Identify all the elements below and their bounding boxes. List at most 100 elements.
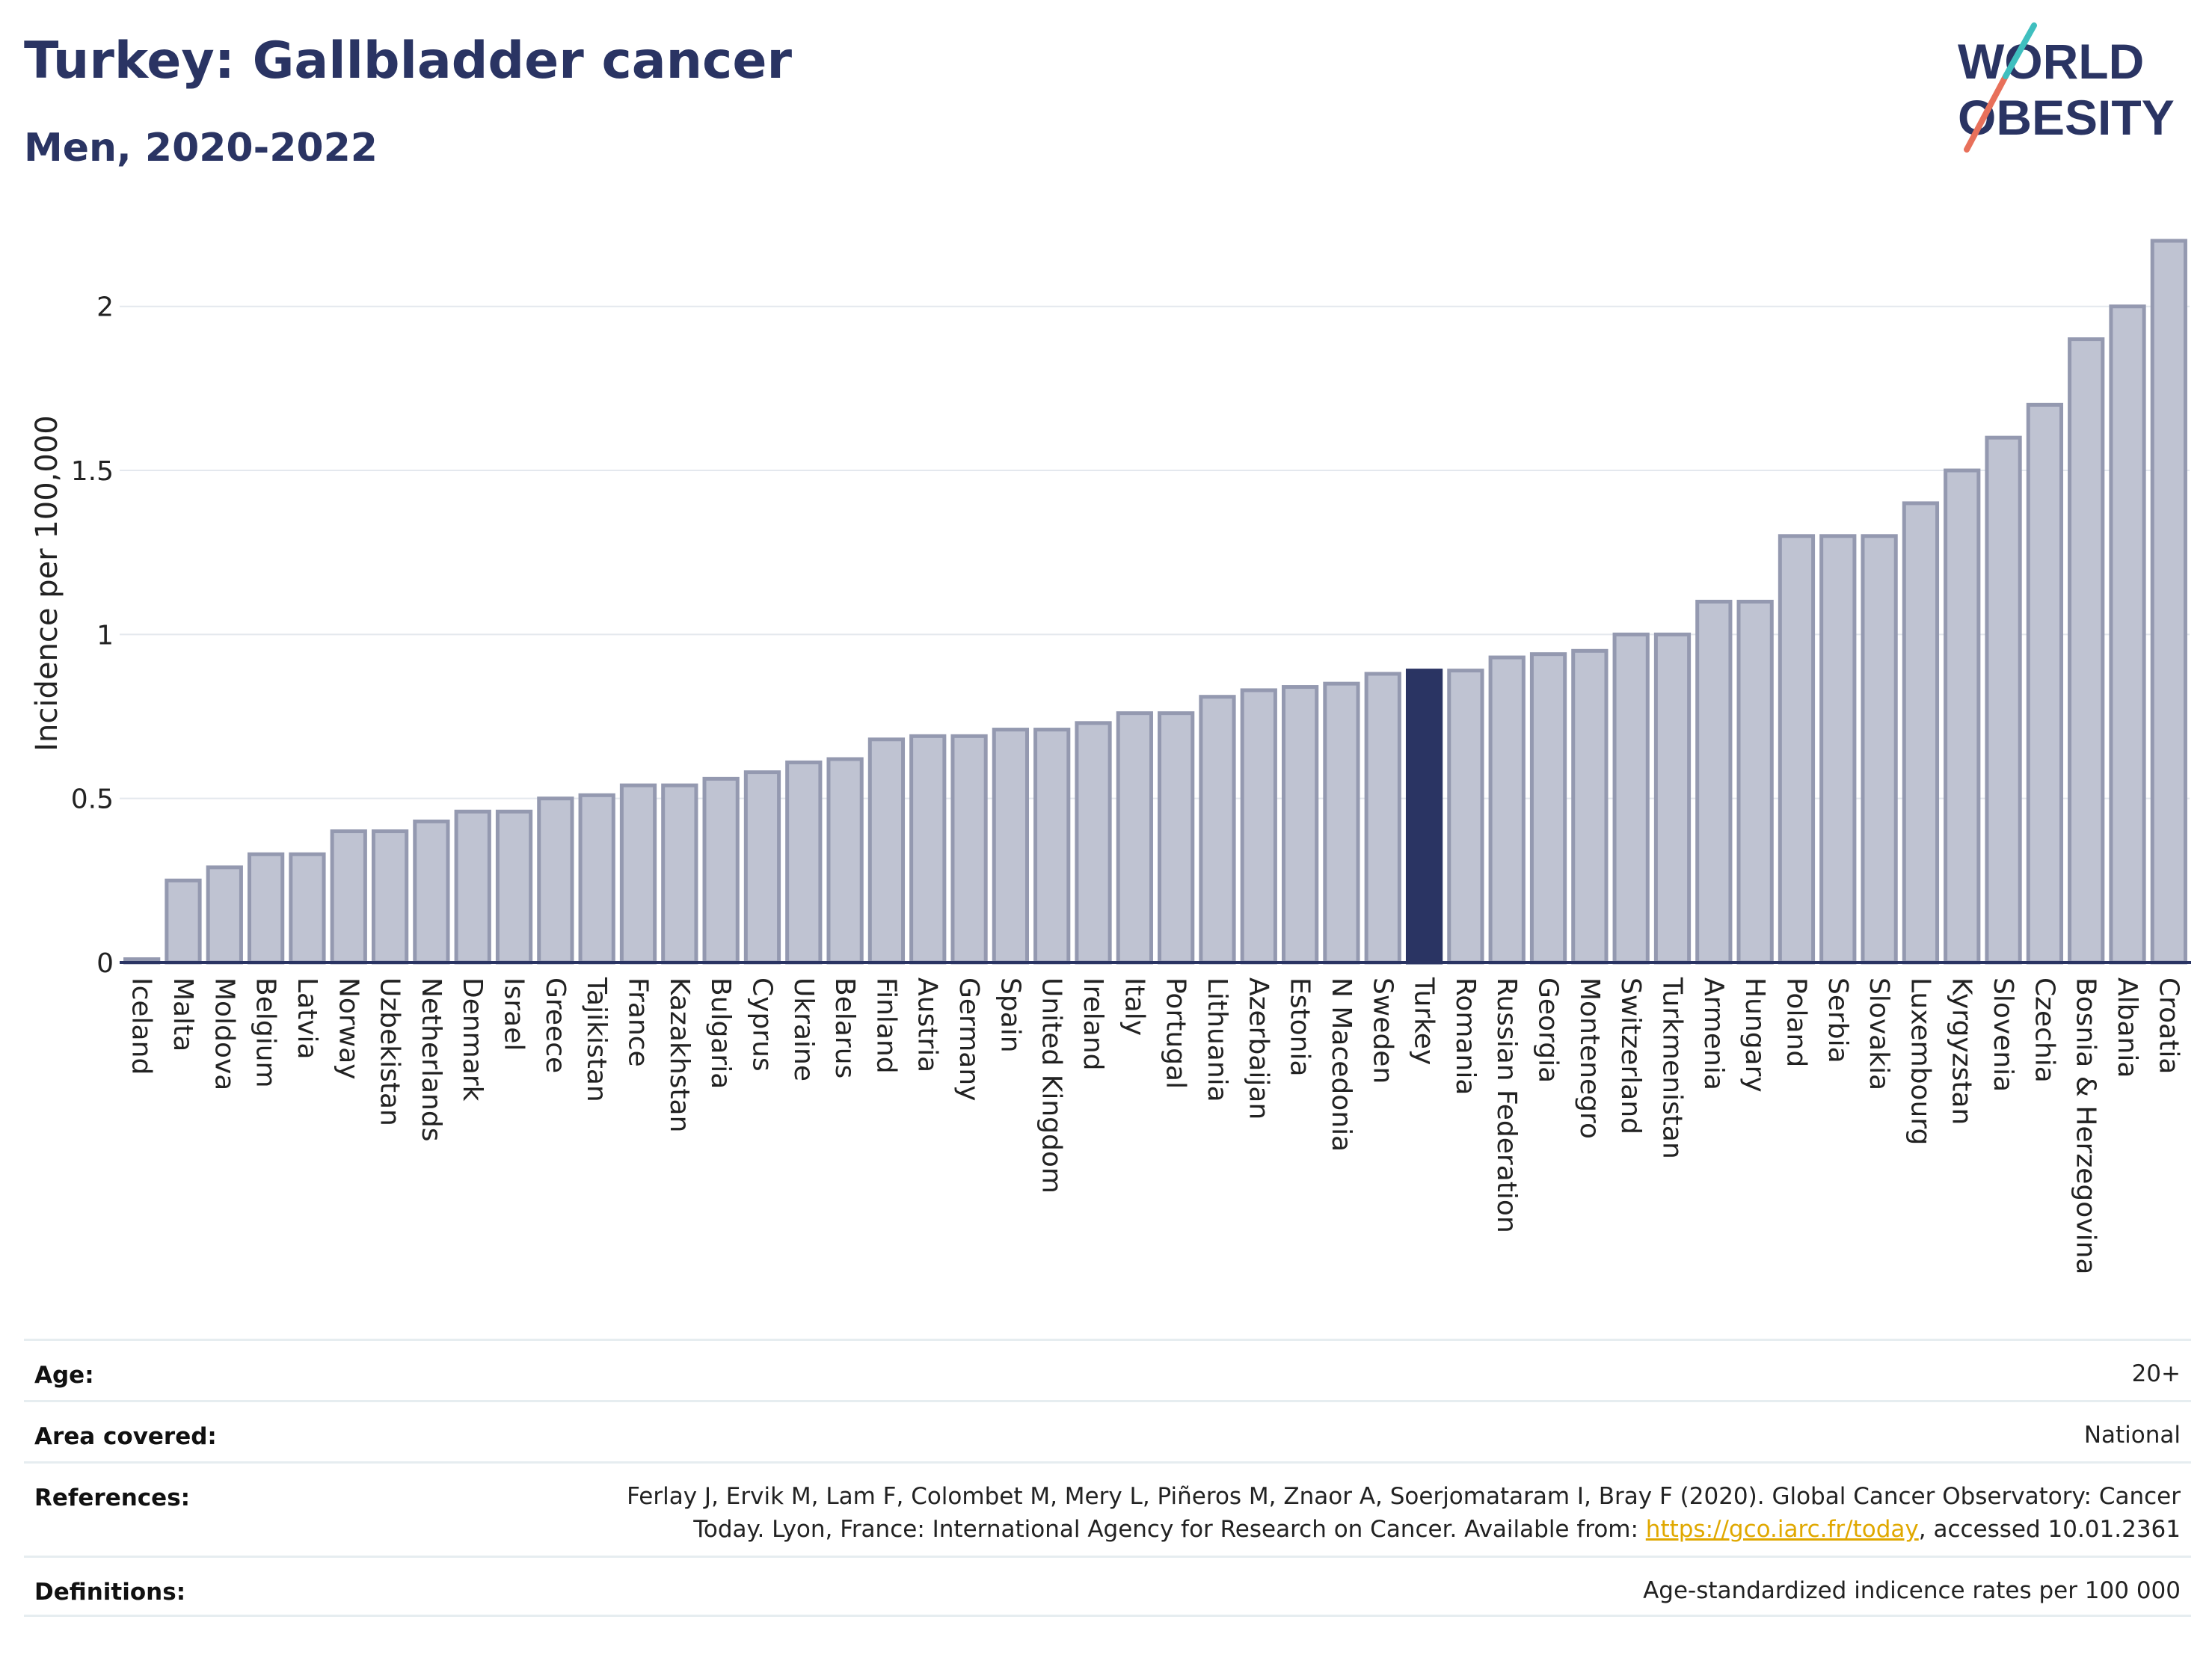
bar-norway (330, 829, 367, 965)
bar-ireland (1075, 721, 1112, 965)
x-tick-label: Israel (499, 977, 529, 1051)
bar-estonia (1281, 685, 1319, 965)
chart-subtitle: Men, 2020-2022 (24, 126, 378, 171)
x-tick-label: Belgium (251, 977, 281, 1088)
x-tick-label: Uzbekistan (375, 977, 405, 1126)
x-tick-label: Sweden (1367, 977, 1398, 1084)
bar-luxembourg (1902, 501, 1940, 965)
x-tick-label: Albania (2112, 977, 2142, 1078)
bar-malta (165, 878, 202, 965)
definitions-label: Definitions: (34, 1579, 186, 1606)
bar-slovakia (1861, 534, 1898, 965)
x-tick-label: Greece (540, 977, 571, 1073)
bar-france (619, 783, 657, 965)
x-tick-label: Ukraine (788, 977, 819, 1081)
x-tick-label: Portugal (1161, 977, 1191, 1089)
bar-austria (909, 734, 947, 965)
bar-lithuania (1199, 695, 1236, 965)
x-tick-label: Germany (953, 977, 984, 1101)
bar-spain (992, 728, 1030, 965)
bar-hungary (1736, 600, 1774, 965)
x-tick-label: Kyrgyzstan (1947, 977, 1977, 1125)
logo-slash-upper (2003, 22, 2037, 79)
bar-germany (950, 734, 988, 965)
x-tick-label: N Macedonia (1326, 977, 1357, 1152)
x-tick-label: Luxembourg (1905, 977, 1935, 1145)
age-label: Age: (34, 1362, 94, 1389)
bars (123, 239, 2187, 965)
bar-chart: 0 0.5 1 1.5 2 Iceland Malta Moldova Belgium Latv… (30, 239, 2191, 1274)
bar-tajikistan (578, 793, 615, 965)
bar-albania (2109, 304, 2146, 965)
x-tick-label: Finland (870, 977, 901, 1074)
bar-kazakhstan (661, 783, 698, 965)
y-tick-label: 1.5 (71, 456, 114, 487)
bar-finland (867, 737, 906, 965)
x-tick-label: Montenegro (1574, 977, 1605, 1139)
definitions-value: Age-standardized indicence rates per 100… (1643, 1577, 2181, 1604)
references-row: References: Ferlay J, Ervik M, Lam F, Co… (24, 1461, 2191, 1556)
bar-israel (495, 809, 533, 965)
definitions-row: Definitions: Age-standardized indicence … (24, 1556, 2191, 1617)
bar-ukraine (785, 760, 823, 965)
x-tick-label: Serbia (1822, 977, 1853, 1063)
x-tick-labels: Iceland Malta Moldova Belgium Latvia Norway Uz… (126, 977, 2184, 1274)
x-tick-label: Armenia (1698, 977, 1729, 1090)
logo-word-1: WORLD (1958, 34, 2144, 89)
bar-serbia (1819, 534, 1857, 965)
x-tick-label: Denmark (457, 977, 488, 1102)
x-tick-label: Poland (1781, 977, 1811, 1067)
y-axis-label: Incidence per 100,000 (30, 415, 64, 752)
x-tick-label: Spain (995, 977, 1025, 1053)
references-line-2-pre: Today. Lyon, France: International Agenc… (693, 1516, 1646, 1543)
bar-denmark (454, 809, 491, 965)
bar-latvia (289, 852, 326, 965)
world-obesity-logo: WORLD OBESITY (1958, 22, 2175, 153)
x-tick-label: Iceland (126, 977, 157, 1075)
x-tick-label: Lithuania (1202, 977, 1232, 1102)
x-tick-label: Belarus (829, 977, 860, 1078)
bar-sweden (1364, 672, 1401, 965)
bar-netherlands (413, 819, 450, 965)
x-tick-label: Slovenia (1988, 977, 2018, 1092)
bar-armenia (1695, 600, 1733, 965)
x-tick-label: Cyprus (746, 977, 777, 1072)
x-tick-label: Azerbaijan (1243, 977, 1274, 1120)
bar-cyprus (743, 770, 781, 965)
x-tick-label: Switzerland (1615, 977, 1646, 1134)
x-tick-label: Moldova (209, 977, 239, 1090)
x-tick-label: Italy (1119, 977, 1149, 1036)
bar-poland (1778, 534, 1816, 965)
bar-turkey (1405, 669, 1443, 965)
bar-russian-federation (1488, 655, 1526, 965)
bar-belarus (826, 757, 864, 965)
x-tick-label: Slovakia (1864, 977, 1894, 1090)
info-table: Age: 20+ Area covered: National Referenc… (24, 1339, 2191, 1617)
x-tick-label: Russian Federation (1491, 977, 1522, 1233)
bar-croatia (2150, 239, 2187, 965)
area-value: National (2083, 1422, 2181, 1449)
x-tick-label: United Kingdom (1036, 977, 1067, 1194)
x-tick-label: Kazakhstan (664, 977, 695, 1132)
references-link[interactable]: https://gco.iarc.fr/today (1645, 1516, 1919, 1543)
bar-georgia (1529, 652, 1567, 965)
bar-montenegro (1571, 648, 1609, 965)
x-tick-label: Estonia (1285, 977, 1315, 1077)
bar-kyrgyzstan (1944, 468, 1981, 965)
x-tick-label: Georgia (1533, 977, 1564, 1083)
x-tick-label: Hungary (1739, 977, 1770, 1093)
bar-italy (1116, 711, 1153, 965)
y-tick-label: 0.5 (71, 784, 114, 815)
area-label: Area covered: (34, 1423, 217, 1450)
x-tick-label: Croatia (2153, 977, 2184, 1074)
age-row: Age: 20+ (24, 1339, 2191, 1400)
bar-moldova (206, 865, 243, 965)
x-tick-label: Netherlands (416, 977, 446, 1141)
x-tick-label: Turkmenistan (1657, 977, 1688, 1159)
x-tick-label: Austria (912, 977, 943, 1072)
x-tick-label: Latvia (292, 977, 322, 1060)
bar-portugal (1158, 711, 1195, 965)
bar-bosnia-herzegovina (2068, 337, 2105, 965)
y-tick-labels: 0 0.5 1 1.5 2 (71, 292, 114, 979)
bar-uzbekistan (371, 829, 409, 965)
